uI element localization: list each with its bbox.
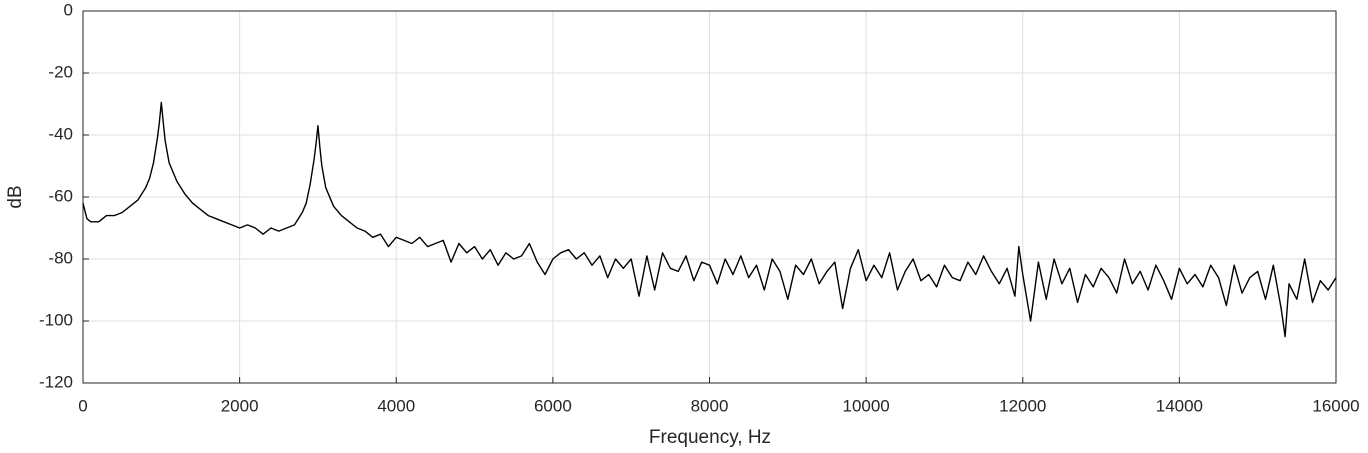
x-tick-label: 8000 [691,396,729,415]
x-axis-label: Frequency, Hz [649,427,771,448]
x-tick-label: 4000 [377,396,415,415]
x-tick-label: 16000 [1312,396,1359,415]
y-tick-label: -120 [39,372,73,391]
y-axis-label: dB [5,185,26,208]
spectrum-line [82,101,1337,338]
y-tick-label: -100 [39,310,73,329]
y-tick-label: -60 [48,186,73,205]
x-tick-label: 0 [78,396,87,415]
plot-frame [82,10,1337,384]
x-tick-label: 6000 [534,396,572,415]
y-tick-label: -80 [48,248,73,267]
x-tick-label: 12000 [999,396,1046,415]
x-tick-label: 14000 [1156,396,1203,415]
x-tick-label: 10000 [842,396,889,415]
y-tick-label: -40 [48,124,73,143]
y-tick-label: -20 [48,62,73,81]
y-tick-label: 0 [64,0,73,19]
x-tick-label: 2000 [221,396,259,415]
